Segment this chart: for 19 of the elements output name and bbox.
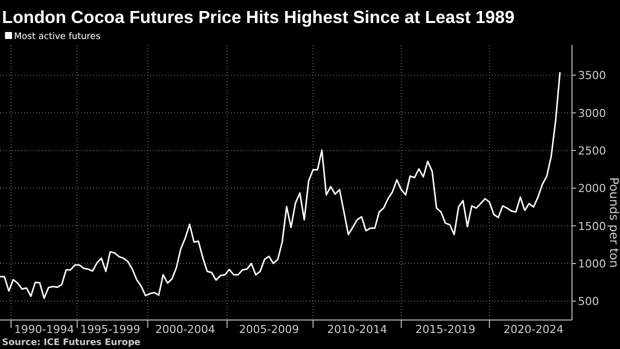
- y-tick-label: 1500: [578, 220, 606, 233]
- chart-title: London Cocoa Futures Price Hits Highest Since at Least 1989: [2, 7, 515, 27]
- y-tick-label: 1000: [578, 257, 606, 270]
- y-axis-title: Pounds per ton: [607, 177, 620, 268]
- y-tick-label: 2500: [578, 144, 606, 158]
- x-tick-label: 2000-2004: [155, 323, 216, 336]
- y-tick-label: 2000: [578, 182, 606, 196]
- y-tick-label: 3500: [578, 69, 606, 82]
- source-note: Source: ICE Futures Europe: [2, 338, 140, 348]
- x-tick-label: 2015-2019: [415, 323, 476, 336]
- x-tick-label: 2020-2024: [504, 323, 564, 336]
- line-series: [0, 71, 561, 299]
- y-tick-label: 3000: [578, 106, 606, 120]
- y-tick-label: 500: [578, 295, 599, 308]
- x-tick-label: 2005-2009: [238, 323, 299, 336]
- x-tick-label: 1990-1994: [14, 323, 74, 336]
- x-tick-label: 1995-1999: [80, 323, 140, 336]
- legend-label: Most active futures: [14, 32, 101, 42]
- x-tick-label: 2010-2014: [327, 323, 388, 336]
